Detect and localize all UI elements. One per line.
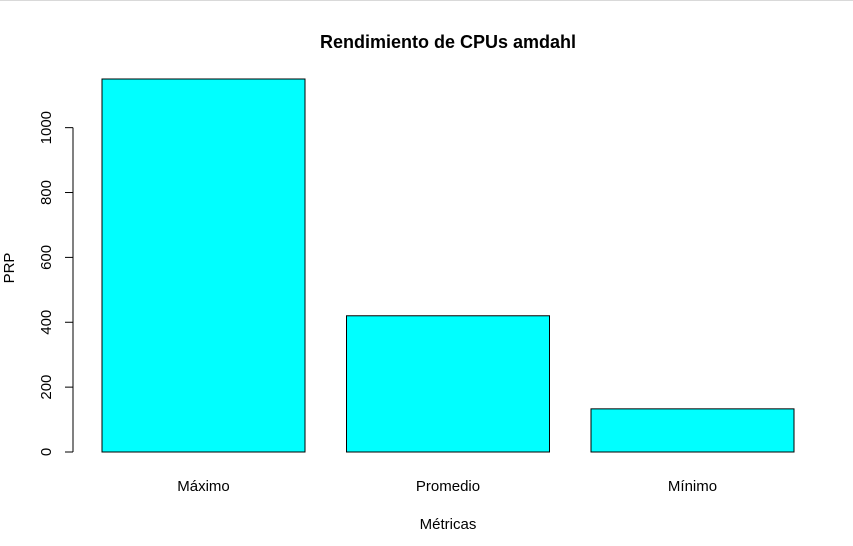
- top-border: [0, 0, 853, 1]
- x-axis-label: Métricas: [420, 516, 477, 533]
- y-tick-label: 600: [38, 245, 55, 270]
- y-tick-label: 800: [38, 180, 55, 205]
- y-axis: 0 200 400 600 800 1000: [38, 111, 74, 456]
- x-category-label: Promedio: [416, 478, 480, 495]
- y-axis-label: PRP: [1, 253, 18, 284]
- bar-1: [346, 315, 550, 453]
- y-tick-label: 0: [38, 448, 55, 456]
- bars-group: [101, 78, 795, 453]
- bar-0: [101, 78, 306, 453]
- x-category-label: Máximo: [177, 478, 230, 495]
- x-category-label: Mínimo: [668, 478, 717, 495]
- y-tick-label: 200: [38, 375, 55, 400]
- bar-2: [590, 408, 795, 453]
- x-category-labels: Máximo Promedio Mínimo: [177, 478, 717, 495]
- y-tick-label: 1000: [38, 111, 55, 144]
- chart-title: Rendimiento de CPUs amdahl: [320, 32, 576, 52]
- y-tick-label: 400: [38, 310, 55, 335]
